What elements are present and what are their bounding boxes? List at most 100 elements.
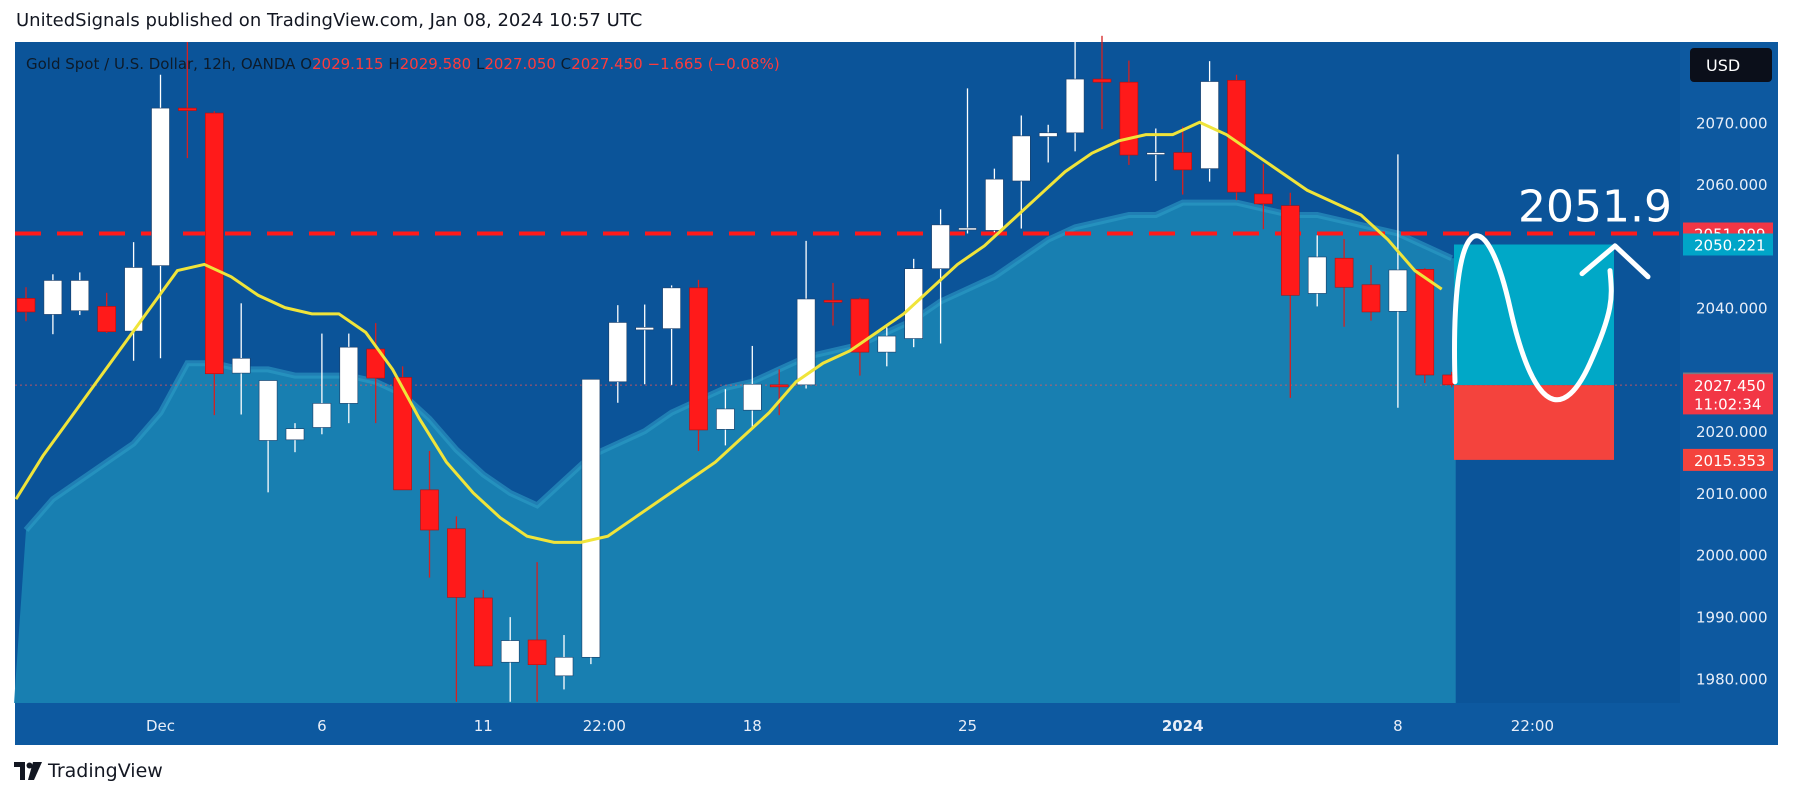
tradingview-logo-icon xyxy=(14,762,42,780)
candle xyxy=(70,280,90,312)
candle xyxy=(985,178,1004,231)
candle xyxy=(205,112,224,375)
baseline-area xyxy=(14,202,1456,703)
candle xyxy=(716,408,735,430)
candle xyxy=(258,380,278,441)
candle xyxy=(393,377,412,491)
publish-header: UnitedSignals published on TradingView.c… xyxy=(16,10,643,31)
x-tick-label: 22:00 xyxy=(583,717,626,735)
candle xyxy=(958,227,977,231)
candle xyxy=(366,348,386,379)
projection-arrowhead xyxy=(1579,243,1651,280)
x-tick-label: 18 xyxy=(743,717,762,735)
currency-label: USD xyxy=(1706,56,1740,75)
candle xyxy=(447,528,466,598)
candle xyxy=(1119,81,1139,156)
candle xyxy=(1038,132,1058,137)
candle xyxy=(43,280,63,315)
price-label-bg xyxy=(1683,448,1773,471)
candle xyxy=(1281,205,1300,296)
price-label: 2027.450 xyxy=(1694,377,1766,395)
candle xyxy=(877,335,897,353)
ohlc-part: H xyxy=(388,55,399,73)
candle xyxy=(1065,78,1085,134)
price-label-bg xyxy=(1683,374,1773,397)
candle xyxy=(850,298,870,353)
y-tick-label: 1990.000 xyxy=(1696,609,1768,627)
candle xyxy=(1200,81,1219,169)
x-tick-label: 22:00 xyxy=(1511,717,1554,735)
candle xyxy=(608,322,628,383)
x-tick-label: 8 xyxy=(1393,717,1403,735)
price-label: 2015.353 xyxy=(1694,452,1766,470)
y-tick-label: 2070.000 xyxy=(1696,114,1768,132)
y-tick-label: 2040.000 xyxy=(1696,300,1768,318)
candle xyxy=(796,298,816,386)
candle xyxy=(285,428,305,441)
candle xyxy=(420,489,439,531)
x-tick-label: Dec xyxy=(146,717,175,735)
price-label-bg xyxy=(1683,392,1773,415)
ohlc-part: 2029.580 xyxy=(400,55,476,73)
tradingview-footer[interactable]: TradingView xyxy=(14,760,163,782)
currency-badge xyxy=(1690,48,1772,82)
price-label-bg xyxy=(1683,233,1773,256)
x-tick-label: 25 xyxy=(958,717,977,735)
candle xyxy=(97,306,116,333)
candle xyxy=(473,597,493,667)
candle xyxy=(1092,78,1112,83)
ohlc-part: 2027.050 xyxy=(484,55,560,73)
ohlc-part: 2027.450 xyxy=(571,55,647,73)
candle xyxy=(635,327,655,331)
candle xyxy=(769,384,789,388)
candle xyxy=(151,107,170,266)
candle xyxy=(500,640,520,663)
y-tick-label: 1980.000 xyxy=(1696,670,1768,688)
projection-wave xyxy=(1452,233,1614,403)
ohlc-part: Gold Spot / U.S. Dollar, 12h, OANDA xyxy=(26,55,300,73)
ohlc-part: L xyxy=(476,55,485,73)
x-tick-label: 11 xyxy=(474,717,493,735)
y-tick-label: 2000.000 xyxy=(1696,547,1768,565)
tradingview-brand: TradingView xyxy=(48,760,163,782)
candle xyxy=(931,224,950,270)
candle xyxy=(1307,256,1327,294)
x-tick-label: 6 xyxy=(317,717,327,735)
candle xyxy=(178,107,197,111)
candle xyxy=(1361,284,1381,313)
time-axis xyxy=(15,703,1778,745)
x-tick-label: 2024 xyxy=(1162,717,1204,735)
ohlc-part: −1.665 (−0.08%) xyxy=(648,55,780,73)
candle xyxy=(823,299,843,303)
candle xyxy=(1254,193,1273,205)
stop-zone xyxy=(1454,385,1614,460)
candle xyxy=(231,357,251,374)
candle xyxy=(1334,257,1354,288)
candle xyxy=(527,639,547,665)
candle xyxy=(1146,152,1166,155)
y-tick-label: 2020.000 xyxy=(1696,423,1768,441)
price-axis xyxy=(1680,42,1778,703)
candle xyxy=(339,346,359,404)
candle xyxy=(1173,152,1192,171)
candle xyxy=(1388,269,1408,312)
candle xyxy=(16,298,36,313)
candle xyxy=(662,287,681,329)
candle xyxy=(689,287,708,431)
candle xyxy=(581,378,601,658)
candle xyxy=(554,656,574,677)
projection-target-label: 2051.9 xyxy=(1518,182,1672,233)
baseline-area-edge xyxy=(23,199,1453,532)
candle xyxy=(1415,269,1435,376)
ohlc-part: C xyxy=(561,55,571,73)
ema-line xyxy=(14,120,1443,544)
ohlc-part: 2029.115 xyxy=(312,55,388,73)
ohlc-part: O xyxy=(300,55,312,73)
price-label: 2050.221 xyxy=(1694,236,1766,254)
candle xyxy=(312,403,332,428)
y-tick-label: 2010.000 xyxy=(1696,485,1768,503)
y-tick-label: 2060.000 xyxy=(1696,176,1768,194)
candle xyxy=(1011,135,1031,182)
ohlc-legend: Gold Spot / U.S. Dollar, 12h, OANDA O202… xyxy=(26,55,780,73)
